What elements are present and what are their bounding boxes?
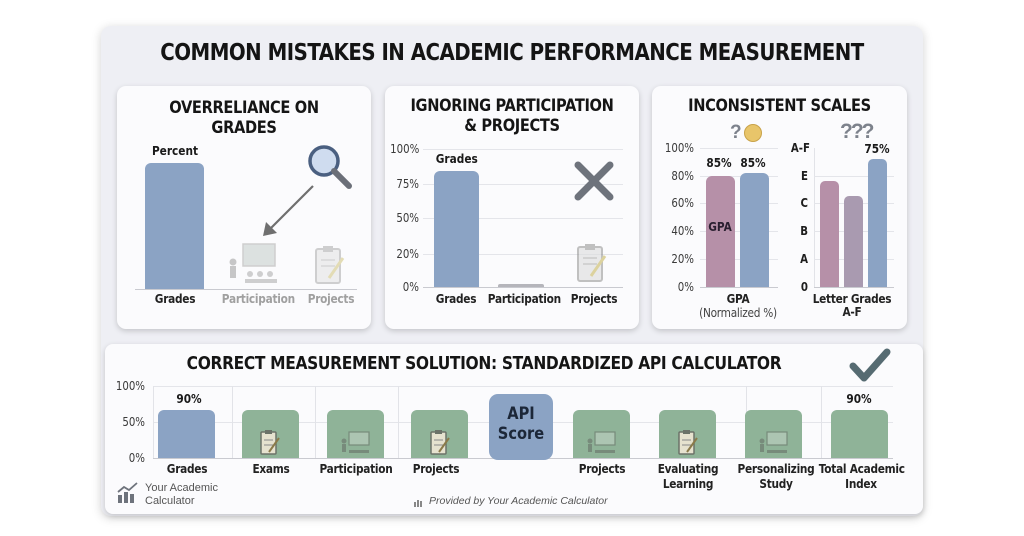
bar-letter-3 xyxy=(868,159,887,287)
bar-grades xyxy=(145,163,204,289)
x-label-participation: Participation xyxy=(319,462,393,476)
brand-line2: Calculator xyxy=(145,495,195,507)
x-label-projects-2: Projects xyxy=(578,462,626,476)
classroom-icon xyxy=(229,243,277,283)
value-label-total: 90% xyxy=(846,392,872,406)
y-tick: 40% xyxy=(671,224,694,238)
x-label-a-f: A-F xyxy=(842,305,862,319)
api-score-line1: API xyxy=(507,404,535,424)
x-label-projects: Projects xyxy=(570,292,618,306)
y-tick: 100% xyxy=(115,379,145,393)
bar-grades xyxy=(434,171,479,287)
clipboard-icon xyxy=(678,430,698,455)
bar-label-grades: Grades xyxy=(435,152,478,166)
y-tick: 75% xyxy=(396,177,419,191)
confused-emoji-icon xyxy=(744,124,762,142)
x-label-study: Study xyxy=(759,477,793,491)
bar-total-academic-index xyxy=(831,410,888,458)
classroom-icon xyxy=(341,431,370,453)
y-tick: 0% xyxy=(677,280,694,294)
brand-line1: Your Academic xyxy=(145,482,218,494)
credit-text: Provided by Your Academic Calculator xyxy=(429,495,608,507)
bar-letter-1 xyxy=(820,181,839,287)
panel-overreliance: OVERRELIANCE ON GRADES Percent xyxy=(117,86,371,329)
classroom-icon xyxy=(759,431,788,453)
x-label-projects: Projects xyxy=(412,462,460,476)
panel-ignoring: IGNORING PARTICIPATION & PROJECTS 100% 7… xyxy=(385,86,639,329)
panel-title: OVERRELIANCE ON GRADES xyxy=(169,98,319,138)
bar-participation xyxy=(498,284,544,287)
value-label: 75% xyxy=(864,142,890,156)
value-label: 85% xyxy=(740,156,766,170)
clipboard-icon xyxy=(430,430,450,455)
panel-title-line2: & PROJECTS xyxy=(464,116,560,136)
value-label-grades: 90% xyxy=(176,392,202,406)
infographic-frame: COMMON MISTAKES IN ACADEMIC PERFORMANCE … xyxy=(101,26,923,516)
panel-inconsistent: INCONSISTENT SCALES ? ??? 100% 80% 60% 4… xyxy=(652,86,907,329)
panel-title-line1: IGNORING PARTICIPATION xyxy=(410,96,614,116)
x-label-participation: Participation xyxy=(221,292,295,306)
checkmark-icon xyxy=(849,348,891,382)
page-title: COMMON MISTAKES IN ACADEMIC PERFORMANCE … xyxy=(160,40,864,66)
x-label-exams: Exams xyxy=(252,462,290,476)
bar-grades xyxy=(158,410,215,458)
x-label-grades: Grades xyxy=(435,292,477,306)
bar-normalized xyxy=(740,173,769,287)
x-label-index: Index xyxy=(845,477,877,491)
clipboard-icon xyxy=(260,430,280,455)
panel-title: CORRECT MEASUREMENT SOLUTION: STANDARDIZ… xyxy=(186,353,782,374)
brand-chart-icon xyxy=(117,482,138,503)
api-score-box xyxy=(489,394,553,460)
y-tick: A xyxy=(800,252,808,266)
x-label-projects: Projects xyxy=(307,292,355,306)
panel-solution: CORRECT MEASUREMENT SOLUTION: STANDARDIZ… xyxy=(105,344,923,514)
api-score-line2: Score xyxy=(497,424,545,444)
y-tick: 0% xyxy=(402,280,419,294)
x-label-learning: Learning xyxy=(662,477,714,491)
credit-chart-icon xyxy=(414,500,422,507)
bar-letter-2 xyxy=(844,196,863,287)
clipboard-icon xyxy=(577,244,607,282)
magnifier-icon xyxy=(308,145,352,189)
x-label-total-academic: Total Academic xyxy=(818,462,905,476)
x-label-personalizing: Personalizing xyxy=(737,462,815,476)
y-tick: 100% xyxy=(664,141,694,155)
y-tick: 20% xyxy=(396,247,419,261)
bar-label-percent: Percent xyxy=(151,144,199,158)
clipboard-icon xyxy=(315,246,345,284)
y-tick: 0% xyxy=(128,451,145,465)
x-label-gpa: GPA xyxy=(726,292,750,306)
x-mark-icon xyxy=(574,161,614,201)
x-label-participation: Participation xyxy=(487,292,561,306)
question-marks-right: ??? xyxy=(840,120,875,143)
arrow-icon xyxy=(263,185,314,236)
panel-title: INCONSISTENT SCALES xyxy=(688,96,871,116)
y-tick: 100% xyxy=(390,142,420,156)
y-tick: 60% xyxy=(671,196,694,210)
y-tick: B xyxy=(800,224,808,238)
bar-text-gpa: GPA xyxy=(708,220,732,234)
x-label-letter-grades: Letter Grades xyxy=(812,292,892,306)
y-tick: E xyxy=(801,169,808,183)
x-label-evaluating: Evaluating xyxy=(657,462,719,476)
y-tick: C xyxy=(800,196,808,210)
question-marks-left: ? xyxy=(730,122,742,143)
x-label-grades: Grades xyxy=(154,292,196,306)
bar-gpa xyxy=(706,176,735,287)
value-label: 85% xyxy=(706,156,732,170)
x-label-grades: Grades xyxy=(166,462,208,476)
y-tick: 20% xyxy=(671,252,694,266)
y-tick: 80% xyxy=(671,169,694,183)
y-tick: 50% xyxy=(396,211,419,225)
x-axis xyxy=(135,289,357,290)
y-tick: 50% xyxy=(122,415,145,429)
y-tick: 0 xyxy=(800,280,808,294)
y-tick: A-F xyxy=(790,141,810,155)
classroom-icon xyxy=(587,431,616,453)
x-label-normalized: (Normalized %) xyxy=(699,306,777,320)
